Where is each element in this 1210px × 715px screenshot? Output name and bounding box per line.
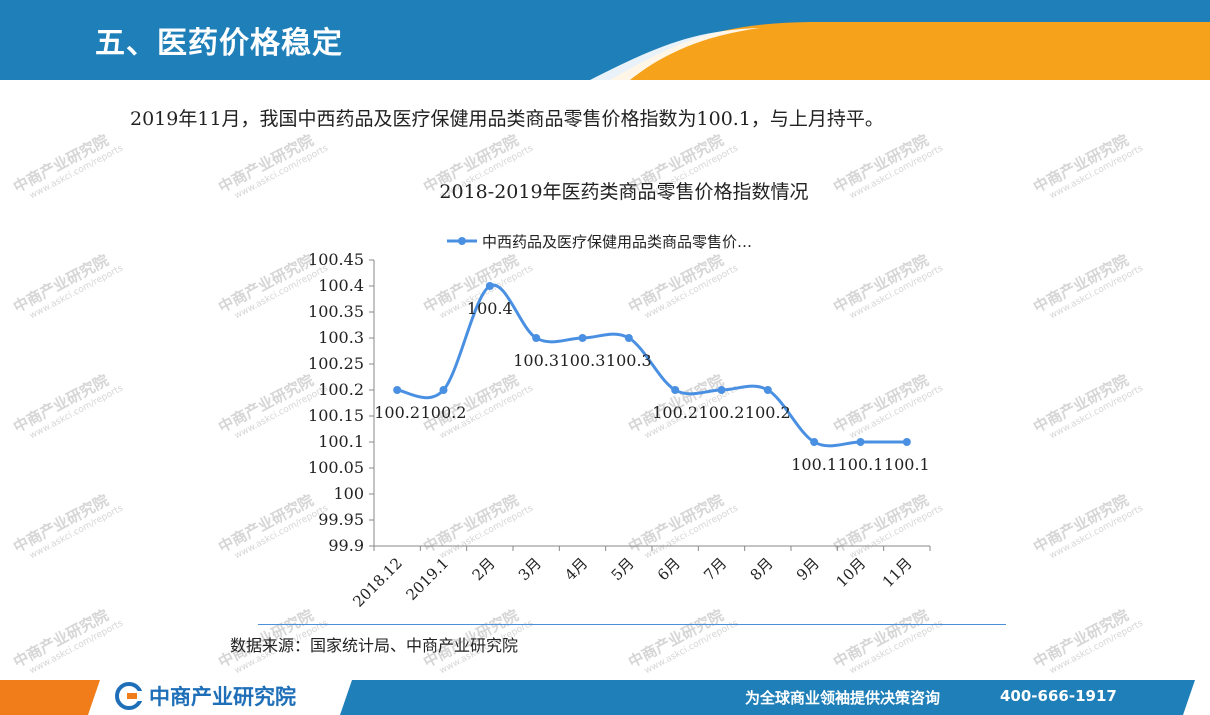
data-point — [763, 386, 772, 394]
data-point — [856, 438, 865, 446]
data-label: 100.3 — [560, 351, 606, 370]
y-tick-label: 100.05 — [308, 458, 364, 477]
data-label: 100.2 — [421, 403, 467, 422]
y-tick-label: 100.25 — [308, 354, 364, 373]
data-point — [717, 386, 726, 394]
chart-axes: 99.999.95100100.05100.1100.15100.2100.25… — [308, 250, 931, 611]
data-label: 100.2 — [374, 403, 420, 422]
x-tick-label: 3月 — [515, 554, 545, 584]
footer-phone: 400-666-1917 — [1000, 687, 1117, 705]
data-label: 100.1 — [791, 455, 837, 474]
y-tick-label: 99.9 — [328, 536, 364, 555]
data-point — [671, 386, 680, 394]
brand-name: 中商产业研究院 — [149, 685, 296, 709]
x-tick-label: 2月 — [469, 554, 499, 584]
y-tick-label: 100.15 — [308, 406, 364, 425]
x-tick-label: 11月 — [879, 554, 916, 591]
data-label: 100.2 — [745, 403, 791, 422]
x-tick-label: 2018.12 — [349, 554, 406, 611]
source-divider — [258, 624, 1006, 625]
x-tick-label: 8月 — [747, 554, 777, 584]
y-tick-label: 100.4 — [318, 276, 364, 295]
x-tick-label: 9月 — [793, 554, 823, 584]
y-tick-label: 100.35 — [308, 302, 364, 321]
y-tick-label: 100.45 — [308, 250, 364, 269]
x-tick-label: 2019.1 — [402, 554, 452, 604]
legend-label: 中西药品及医疗保健用品类商品零售价… — [482, 233, 752, 251]
y-tick-label: 100.1 — [318, 432, 364, 451]
header-banner: 五、医药价格稳定 — [0, 0, 1210, 80]
data-point — [439, 386, 448, 394]
data-point — [393, 386, 402, 394]
x-tick-label: 6月 — [654, 554, 684, 584]
data-label: 100.1 — [884, 455, 930, 474]
data-label: 100.3 — [606, 351, 652, 370]
data-label: 100.4 — [467, 299, 513, 318]
y-tick-label: 100.3 — [318, 328, 364, 347]
data-point — [578, 334, 587, 342]
data-label: 100.1 — [838, 455, 884, 474]
x-tick-label: 10月 — [832, 554, 869, 591]
footer-bar — [0, 680, 1210, 715]
footer-slogan: 为全球商业领袖提供决策咨询 — [745, 689, 941, 707]
data-point — [902, 438, 911, 446]
data-label: 100.3 — [513, 351, 559, 370]
data-point — [532, 334, 541, 342]
data-label: 100.2 — [699, 403, 745, 422]
x-tick-label: 4月 — [561, 554, 591, 584]
data-source: 数据来源：国家统计局、中商产业研究院 — [230, 636, 519, 655]
line-chart: 2018-2019年医药类商品零售价格指数情况 中西药品及医疗保健用品类商品零售… — [308, 181, 931, 611]
brand-logo-icon — [115, 682, 143, 710]
y-tick-label: 100 — [333, 484, 364, 503]
data-point — [485, 282, 494, 290]
data-point — [810, 438, 819, 446]
chart-title: 2018-2019年医药类商品零售价格指数情况 — [439, 181, 808, 203]
data-point — [624, 334, 633, 342]
intro-text: 2019年11月，我国中西药品及医疗保健用品类商品零售价格指数为100.1，与上… — [130, 108, 884, 130]
footer-logo: 中商产业研究院 — [115, 682, 296, 710]
x-tick-label: 7月 — [700, 554, 730, 584]
x-tick-label: 5月 — [608, 554, 638, 584]
y-tick-label: 99.95 — [318, 510, 364, 529]
data-label: 100.2 — [652, 403, 698, 422]
y-tick-label: 100.2 — [318, 380, 364, 399]
page-title: 五、医药价格稳定 — [95, 26, 343, 61]
chart-legend: 中西药品及医疗保健用品类商品零售价… — [447, 233, 752, 251]
